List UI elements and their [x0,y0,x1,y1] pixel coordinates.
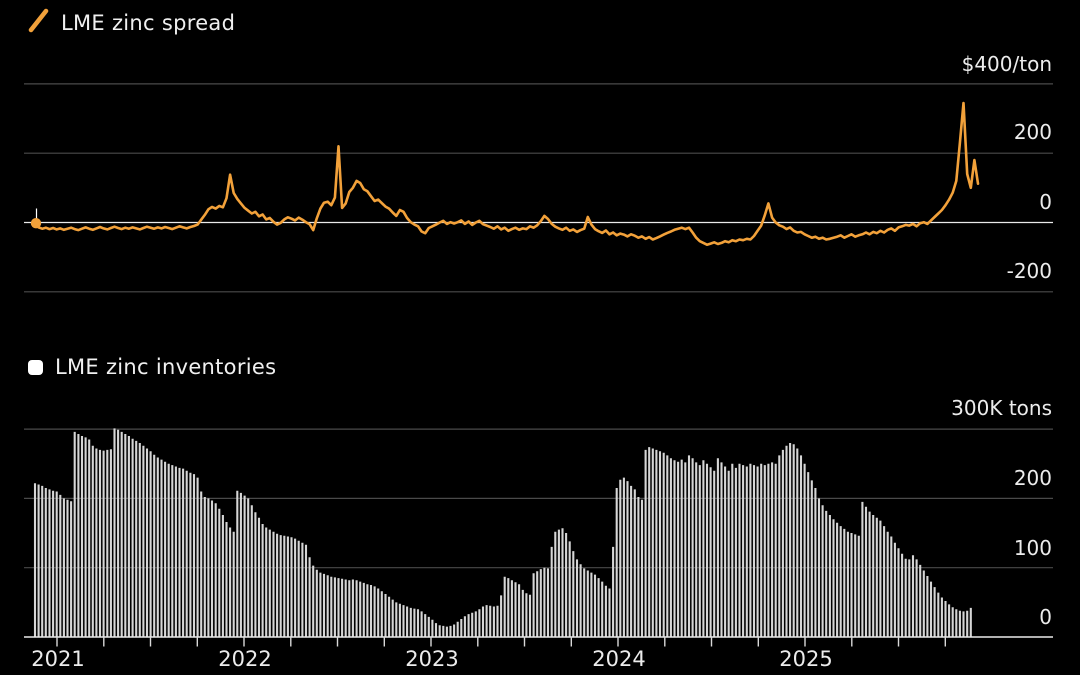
spread-start-dot [30,218,42,229]
year-label-2025: 2025 [779,647,833,671]
spread-ytick-400: $400/ton [961,52,1052,76]
square-swatch-icon [28,359,43,375]
year-label-2024: 2024 [592,647,646,671]
year-label-2021: 2021 [31,647,85,671]
inventories-legend-label: LME zinc inventories [55,355,277,379]
spread-line [33,101,980,246]
inventories-legend: LME zinc inventories [28,353,276,381]
spread-ytick-0: 0 [1039,190,1052,214]
line-swatch-icon [28,8,49,39]
inventories-ytick-100: 100 [1013,536,1052,560]
spread-ytick-neg200: -200 [1006,259,1052,283]
spread-legend: LME zinc spread [28,8,236,39]
inventories-ytick-200: 200 [1013,466,1052,490]
spread-legend-label: LME zinc spread [61,11,236,35]
year-label-2022: 2022 [218,647,272,671]
spread-ytick-200: 200 [1013,120,1052,144]
inventories-ytick-0: 0 [1039,605,1052,629]
spread-gridlines [24,83,1053,293]
inventories-ytick-300: 300K tons [951,396,1052,420]
inventory-gridlines [24,428,1053,569]
inventory-bars [33,428,972,637]
year-label-2023: 2023 [405,647,459,671]
x-axis-ticks [56,637,946,647]
